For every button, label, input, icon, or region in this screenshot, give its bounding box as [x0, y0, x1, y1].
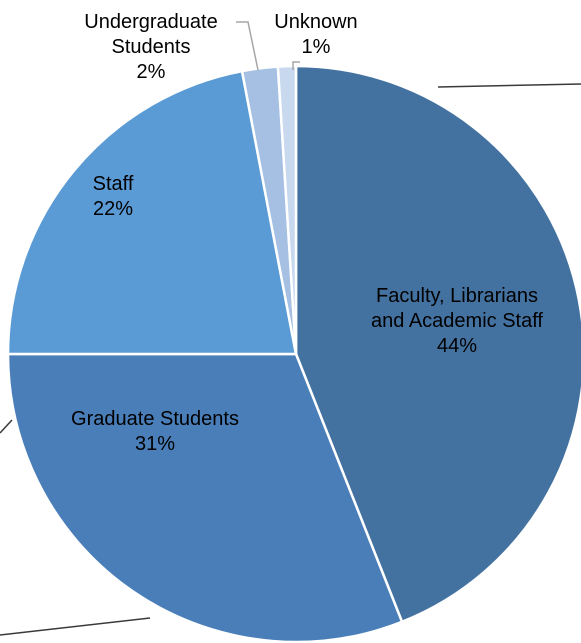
label-graduate-students: Graduate Students 31% — [71, 408, 239, 455]
decorative-line — [437, 83, 581, 88]
slice-faculty-librarians-and-academic-staff — [294, 64, 581, 624]
slice-graduate-students — [6, 352, 404, 643]
value-label: 31% — [135, 433, 175, 455]
leader-line-undergraduate-students — [236, 21, 259, 71]
value-label: 2% — [137, 61, 166, 83]
label-undergraduate-students: Undergraduate Students 2% — [84, 11, 217, 83]
slice-staff — [6, 69, 298, 356]
category-label: Undergraduate — [84, 11, 217, 33]
value-label: 44% — [437, 335, 477, 357]
value-label: 22% — [93, 198, 133, 220]
category-label: and Academic Staff — [371, 310, 543, 332]
leader-line-unknown — [292, 61, 300, 70]
decorative-line — [0, 419, 13, 434]
decorative-line — [0, 617, 151, 636]
slice-labels: Faculty, Librarians and Academic Staff 44%… — [71, 11, 543, 455]
value-label: 1% — [302, 36, 331, 58]
category-label: Students — [112, 36, 191, 58]
pie-slices — [6, 64, 581, 643]
label-unknown: Unknown 1% — [274, 11, 357, 58]
category-label: Faculty, Librarians — [376, 285, 538, 307]
slice-unknown — [276, 64, 298, 356]
category-label: Staff — [93, 173, 134, 195]
category-label: Graduate Students — [71, 408, 239, 430]
leader-lines — [236, 21, 300, 71]
decorative-lines — [0, 83, 581, 636]
label-staff: Staff 22% — [93, 173, 134, 220]
label-faculty-librarians-and-academic-staff: Faculty, Librarians and Academic Staff 44% — [371, 285, 543, 357]
category-label: Unknown — [274, 11, 357, 33]
